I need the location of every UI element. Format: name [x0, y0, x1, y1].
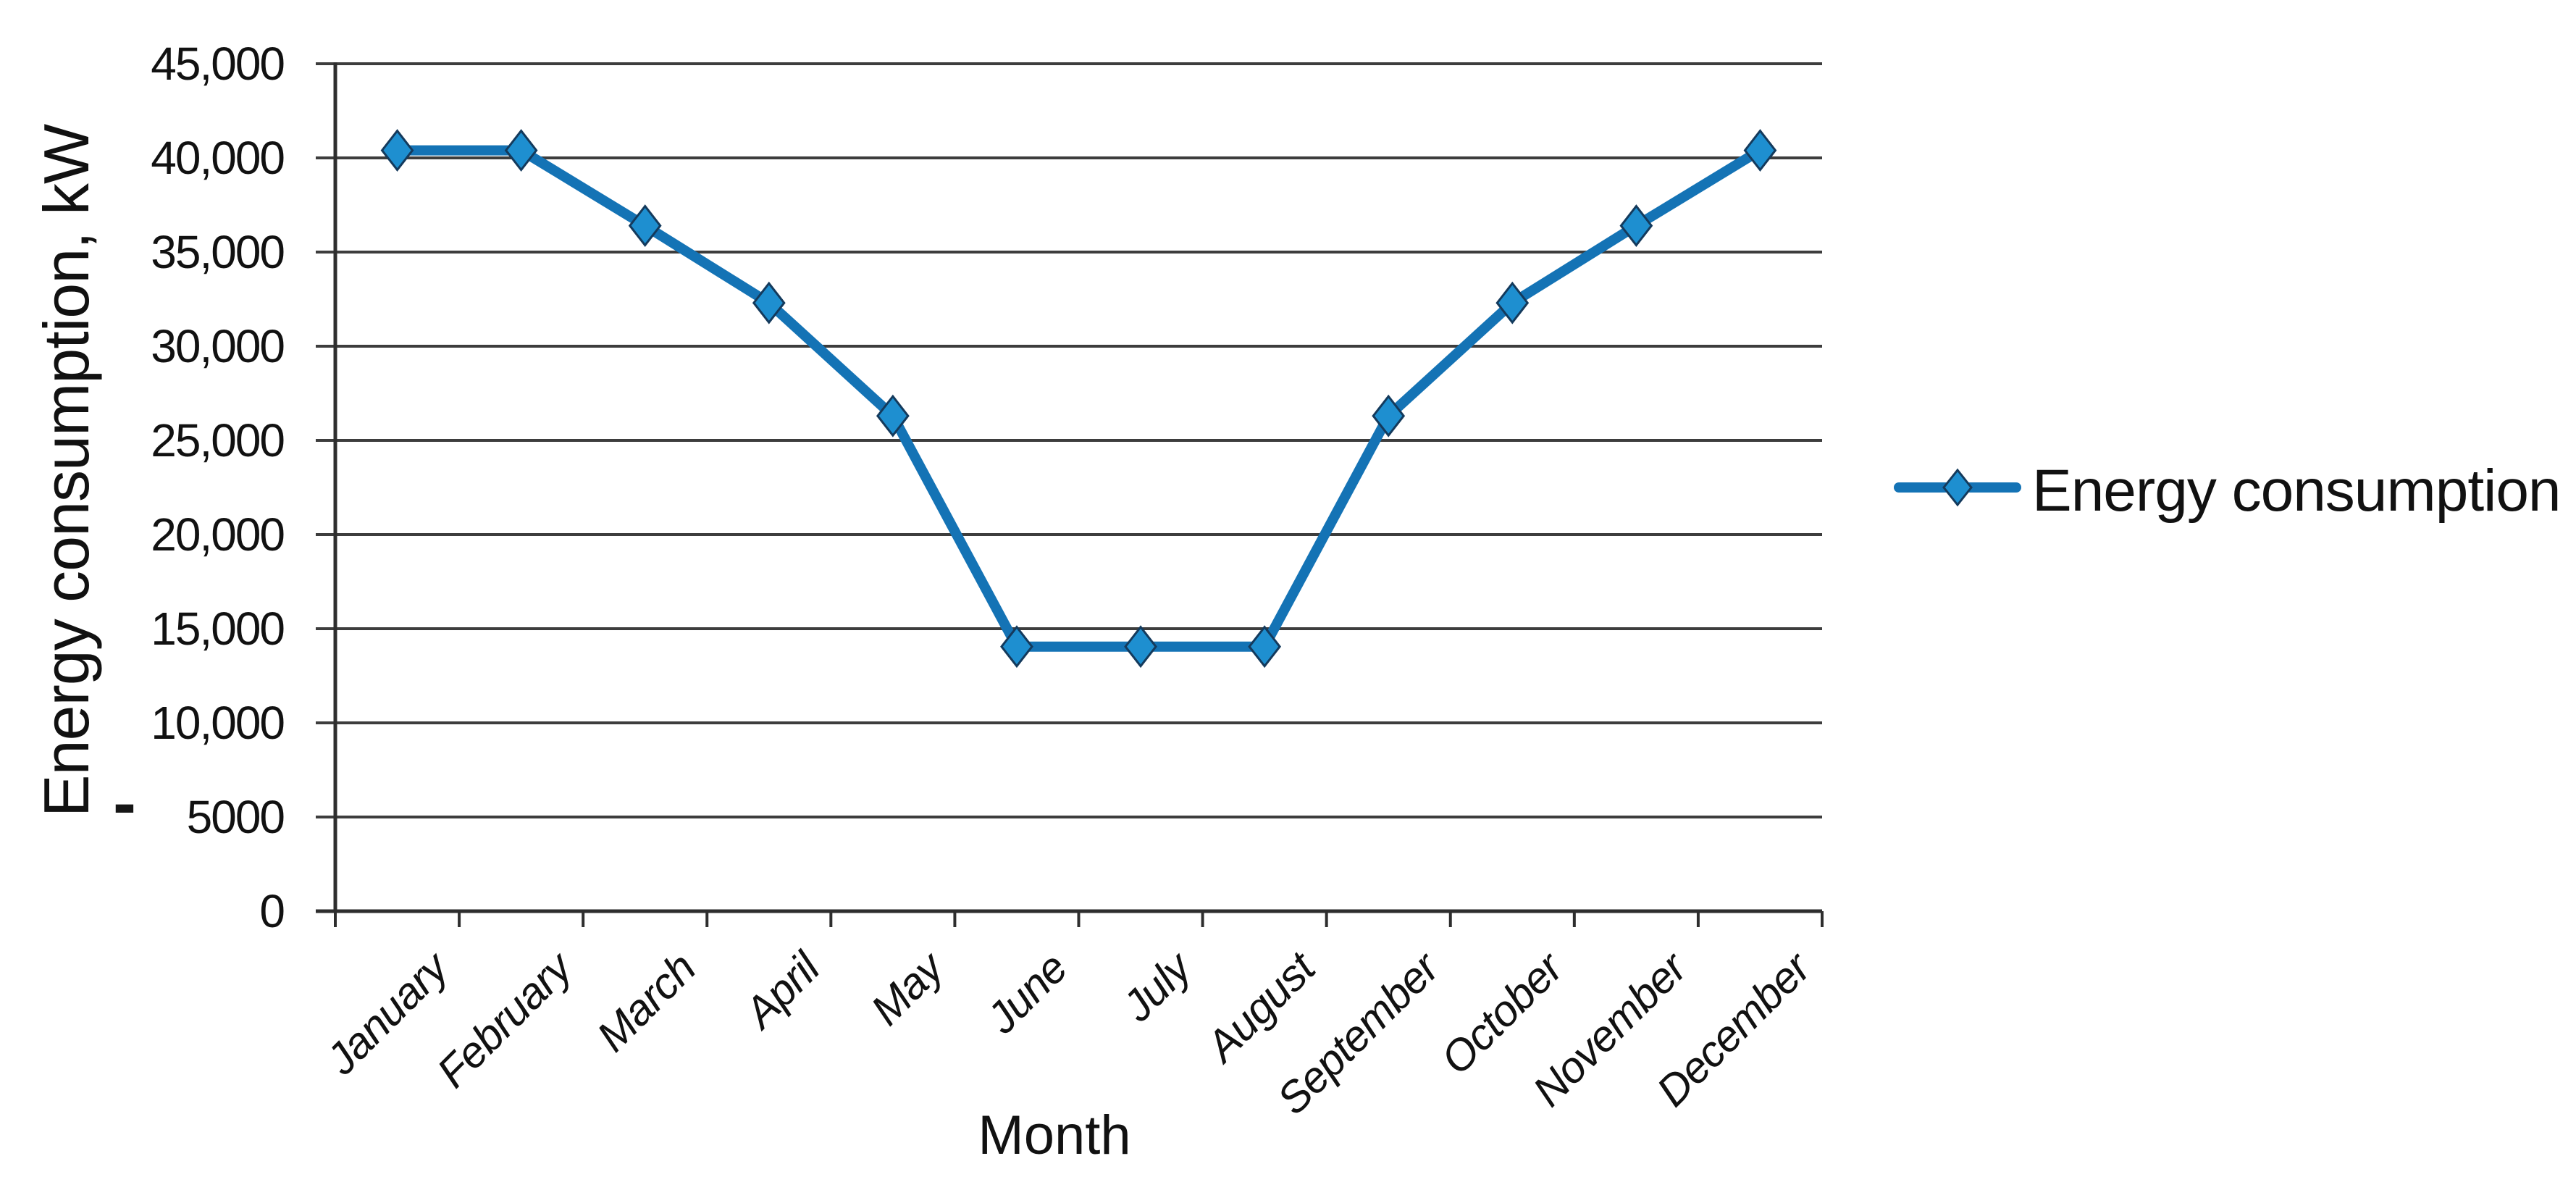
data-point-marker [380, 129, 414, 172]
series-line [392, 145, 1766, 652]
y-tick-label: 15,000 [151, 603, 285, 655]
legend-marker-diamond [1942, 468, 1973, 507]
y-tick-label: 0 [259, 885, 285, 937]
data-point-marker [504, 129, 538, 172]
y-tick-label: 25,000 [151, 414, 285, 466]
data-point-marker [1495, 281, 1530, 324]
data-point-marker [1248, 625, 1282, 669]
legend-label: Energy consumption [2032, 458, 2562, 524]
data-point-marker [876, 394, 910, 437]
data-point-marker [1000, 625, 1033, 669]
y-tick-label: 20,000 [151, 508, 285, 561]
data-point-marker [1124, 625, 1157, 669]
data-point-marker [1372, 394, 1406, 437]
data-point-marker [1743, 129, 1777, 172]
y-tick-label: 30,000 [151, 320, 285, 372]
y-tick-label: 45,000 [151, 38, 285, 90]
stray-dash: - [113, 764, 136, 842]
x-axis-title: Month [978, 1105, 1131, 1166]
data-point-marker [1619, 204, 1653, 248]
y-tick-label: 40,000 [151, 132, 285, 184]
data-point-marker [628, 204, 662, 248]
y-tick-label: 5000 [186, 791, 285, 843]
y-tick-label: 35,000 [151, 226, 285, 278]
y-tick-label: 10,000 [151, 697, 285, 749]
data-point-marker [752, 281, 786, 324]
